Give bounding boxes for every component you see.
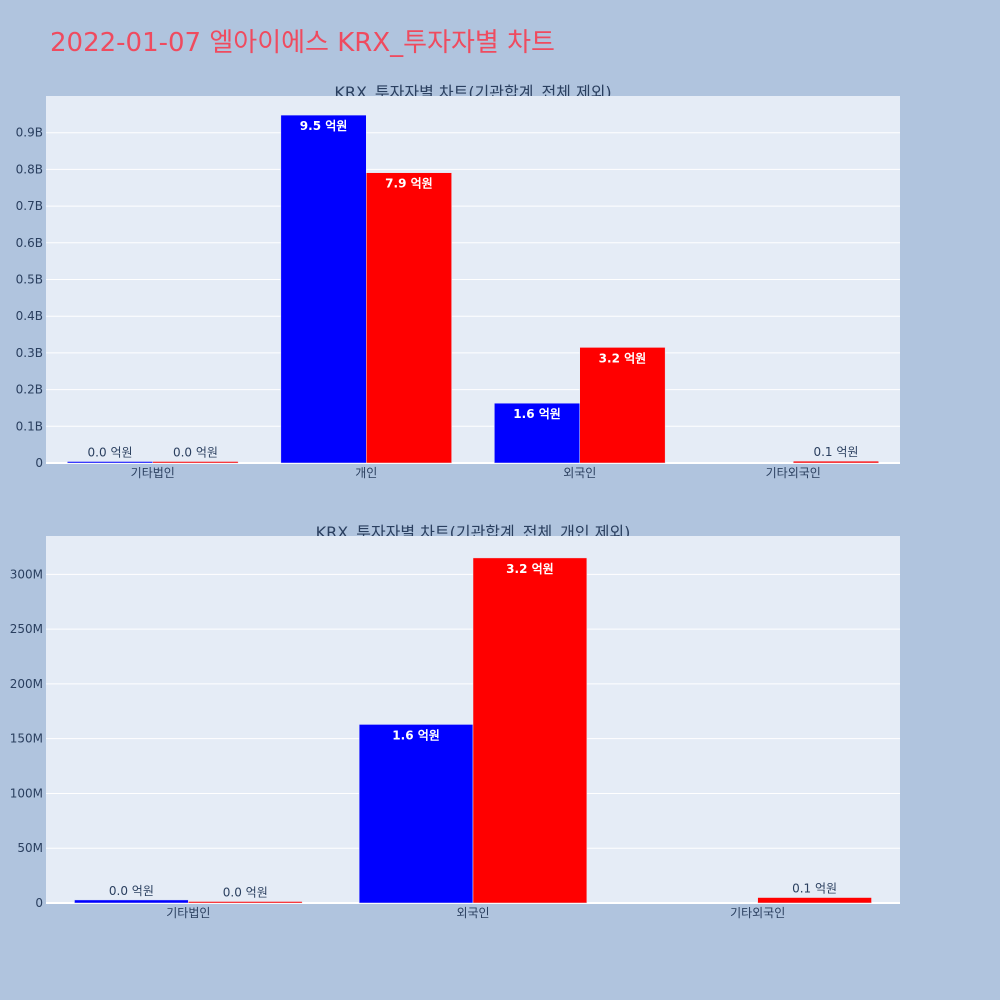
- y-tick-label: 0.3B: [16, 346, 43, 360]
- bar: [74, 899, 189, 904]
- data-label: 3.2 억원: [506, 562, 554, 576]
- bar: [793, 460, 879, 464]
- bar: [280, 114, 367, 464]
- y-tick-label: 300M: [10, 567, 43, 581]
- data-label: 0.0 억원: [173, 446, 218, 460]
- data-label: 7.9 억원: [385, 177, 433, 191]
- y-tick-label: 150M: [10, 732, 43, 746]
- x-tick-label: 기타외국인: [766, 466, 821, 480]
- y-tick-label: 200M: [10, 677, 43, 691]
- x-tick-label: 외국인: [456, 906, 489, 920]
- y-tick-label: 0.8B: [16, 162, 43, 176]
- y-tick-label: 250M: [10, 622, 43, 636]
- y-tick-label: 0.6B: [16, 236, 43, 250]
- data-label: 0.1 억원: [813, 445, 858, 459]
- y-tick-label: 0.4B: [16, 309, 43, 323]
- y-tick-label: 0.5B: [16, 273, 43, 287]
- bar: [366, 172, 452, 464]
- data-label: 3.2 억원: [599, 351, 647, 365]
- data-label: 1.6 억원: [513, 407, 561, 421]
- data-label: 0.0 억원: [223, 886, 268, 900]
- bar: [358, 724, 474, 904]
- x-tick-label: 외국인: [563, 466, 596, 480]
- y-tick-label: 0.1B: [16, 419, 43, 433]
- y-tick-label: 0.7B: [16, 199, 43, 213]
- x-tick-label: 기타법인: [131, 466, 175, 480]
- x-tick-label: 기타외국인: [730, 906, 785, 920]
- y-tick-label: 100M: [10, 786, 43, 800]
- x-tick-label: 기타법인: [166, 906, 210, 920]
- data-label: 0.1 억원: [792, 882, 837, 896]
- bar: [494, 402, 581, 464]
- data-label: 1.6 억원: [392, 728, 440, 742]
- bar: [188, 901, 303, 904]
- y-tick-label: 0: [35, 896, 43, 910]
- x-tick-label: 개인: [355, 466, 377, 480]
- data-label: 9.5 억원: [300, 119, 348, 133]
- bar: [472, 557, 588, 904]
- bar: [152, 461, 239, 464]
- bar: [579, 347, 666, 464]
- bar-chart-1: 0 0.1B 0.2B 0.3B 0.4B 0.5B 0.6B 0.7B 0.8B 0.9B 기타법…: [16, 96, 900, 480]
- y-tick-label: 0: [35, 456, 43, 470]
- y-tick-label: 0.9B: [16, 126, 43, 140]
- data-label: 0.0 억원: [109, 884, 154, 898]
- page-title: 2022-01-07 엘아이에스 KRX_투자자별 차트: [50, 28, 555, 58]
- bar: [757, 897, 872, 904]
- y-tick-label: 50M: [17, 841, 43, 855]
- data-label: 0.0 억원: [88, 446, 133, 460]
- y-tick-label: 0.2B: [16, 383, 43, 397]
